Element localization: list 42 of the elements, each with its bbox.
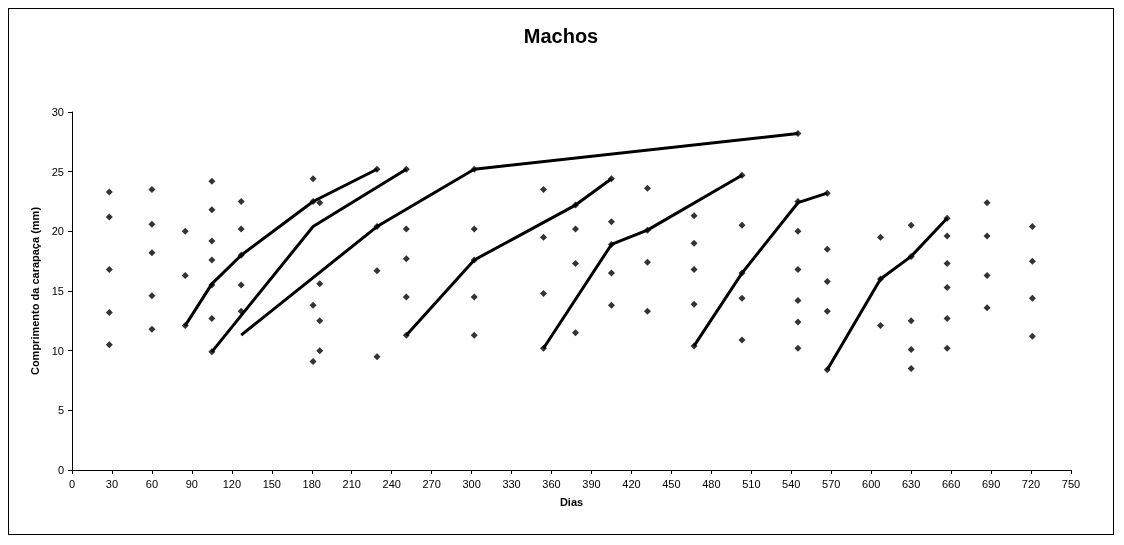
x-tick-label: 150	[262, 477, 281, 490]
x-tick-label: 480	[702, 477, 721, 490]
x-tick-label: 420	[622, 477, 641, 490]
y-tick-label: 25	[51, 165, 64, 178]
x-tick-label: 750	[1061, 477, 1081, 490]
y-tick-label: 15	[51, 285, 64, 297]
x-tick-label: 300	[462, 477, 481, 490]
x-axis-title: Dias	[559, 495, 584, 508]
y-tick-label: 30	[51, 106, 64, 118]
line-series	[692, 191, 829, 348]
y-tick-label: 5	[57, 404, 64, 417]
chart-title: Machos	[523, 25, 599, 47]
x-tick-label: 570	[822, 477, 841, 490]
x-tick-label: 660	[941, 477, 961, 490]
x-tick-label: 60	[145, 477, 159, 490]
x-tick-label: 270	[422, 477, 441, 490]
line-series	[825, 216, 949, 372]
line-series	[183, 167, 379, 328]
x-tick-label: 510	[742, 477, 761, 490]
x-tick-label: 690	[981, 477, 1001, 490]
x-tick-label: 180	[302, 477, 321, 490]
x-tick-label: 450	[662, 477, 681, 490]
x-tick-label: 720	[1021, 477, 1041, 490]
line-series	[239, 131, 800, 337]
y-tick-label: 0	[57, 464, 64, 476]
y-axis-title: Comprimento da carapaça (mm)	[29, 206, 42, 376]
x-tick-label: 330	[502, 477, 521, 490]
x-tick-label: 390	[582, 477, 601, 490]
x-tick-label: 360	[542, 477, 561, 490]
x-tick-label: 210	[342, 477, 361, 490]
x-tick-label: 240	[382, 477, 401, 490]
line-series	[542, 173, 744, 350]
y-tick-label: 10	[51, 344, 64, 357]
x-tick-label: 540	[782, 477, 801, 490]
x-tick-label: 0	[68, 477, 76, 490]
x-tick-label: 30	[105, 477, 119, 490]
line-series	[404, 177, 613, 337]
x-tick-label: 630	[901, 477, 921, 490]
x-tick-label: 90	[185, 477, 199, 490]
x-tick-label: 600	[862, 477, 881, 490]
y-tick-label: 20	[51, 225, 64, 238]
x-tick-label: 120	[222, 477, 242, 490]
